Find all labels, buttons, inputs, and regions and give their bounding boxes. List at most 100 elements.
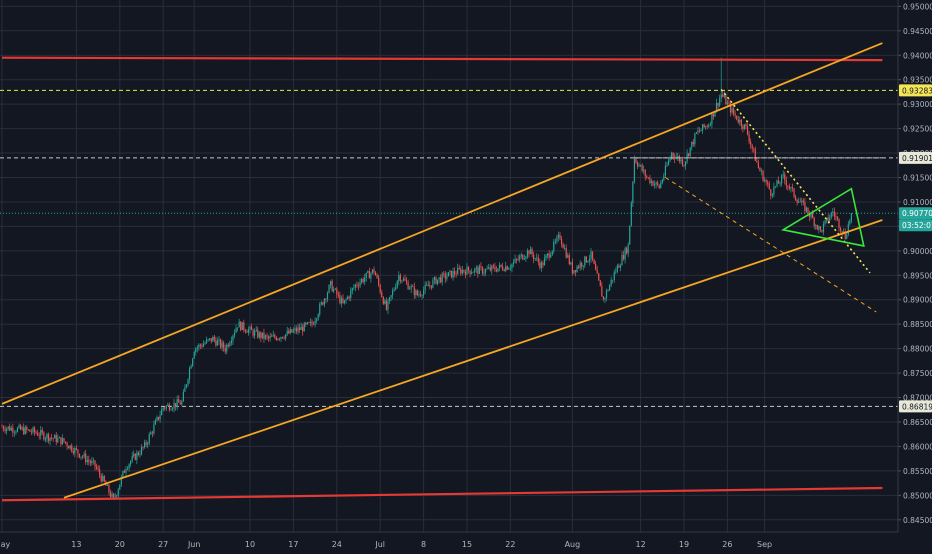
candle-body: [697, 130, 699, 133]
level-badge: [899, 84, 932, 97]
candle-body: [488, 267, 490, 269]
candle-body: [593, 259, 595, 264]
candle-body: [80, 456, 82, 458]
candle-body: [776, 180, 778, 187]
candle-body: [602, 296, 604, 300]
candle-body: [266, 335, 268, 337]
candle-body: [768, 183, 770, 190]
candle-body: [7, 426, 9, 429]
candle-body: [108, 484, 110, 493]
candle-body: [40, 430, 42, 436]
candle-body: [660, 182, 662, 189]
candle-body: [734, 113, 736, 116]
y-tick-label: 0.89500: [903, 271, 932, 280]
trend-lines[interactable]: [1, 42, 883, 502]
candle-body: [770, 189, 772, 196]
x-tick-label: Sep: [757, 540, 772, 549]
candle-body: [68, 446, 70, 449]
candle-body: [1, 426, 3, 428]
candle-body: [795, 196, 797, 200]
candle-body: [779, 183, 781, 184]
lower-support-line[interactable]: [1, 486, 883, 502]
candle-body: [781, 175, 783, 184]
candle-body: [75, 447, 77, 450]
downtrend-dashed-line[interactable]: [665, 177, 877, 313]
candle-body: [116, 495, 118, 497]
candle-body: [454, 271, 456, 275]
y-tick-label: 0.90000: [903, 247, 932, 256]
candle-body: [739, 119, 741, 123]
candle-body: [337, 294, 339, 296]
current-price-badge-label: 0.90770: [902, 209, 932, 218]
candle-body: [161, 409, 163, 416]
candle-body: [430, 285, 432, 288]
candle-body: [471, 272, 473, 274]
candle-body: [472, 272, 474, 273]
candle-body: [688, 153, 690, 157]
candle-body: [587, 261, 589, 263]
candle-body: [33, 427, 36, 433]
candle-body: [559, 234, 561, 239]
candle-body: [663, 175, 665, 180]
candle-body: [712, 113, 715, 117]
candle-body: [717, 102, 719, 106]
candle-body: [35, 432, 37, 434]
candle-body: [677, 156, 679, 158]
candle-body: [485, 269, 487, 273]
candle-body: [750, 141, 752, 145]
candle-body: [638, 165, 640, 167]
candle-body: [653, 184, 656, 186]
candle-body: [520, 254, 522, 257]
candle-body: [463, 269, 465, 272]
candle-body: [829, 217, 831, 221]
candle-body: [71, 445, 73, 452]
candle-body: [114, 496, 116, 498]
candle-body: [410, 286, 412, 289]
price-badges: 0.93283 0.91901 0.86819 0.90770 03:52:01: [899, 84, 932, 413]
candle-body: [24, 427, 26, 434]
channel-lower-line[interactable]: [63, 219, 883, 499]
triangle-pattern[interactable]: [781, 187, 865, 247]
candle-body: [291, 329, 293, 333]
candle-body: [588, 258, 591, 262]
candle-body: [238, 321, 240, 328]
candle-body: [457, 267, 459, 275]
candle-body: [244, 329, 246, 332]
candle-body: [38, 435, 40, 437]
candles: [1, 57, 852, 500]
candle-body: [616, 265, 618, 272]
candle-body: [826, 217, 828, 221]
candle-body: [190, 365, 192, 369]
candle-body: [268, 336, 270, 339]
candle-body: [178, 399, 180, 403]
candle-body: [529, 248, 532, 255]
candle-body: [13, 432, 15, 433]
candle-body: [635, 158, 637, 163]
candle-body: [368, 271, 370, 279]
candle-body: [748, 134, 750, 142]
candle-body: [757, 162, 759, 168]
candle-body: [426, 284, 428, 286]
upper-resistance-line[interactable]: [1, 56, 883, 62]
candle-body: [805, 207, 808, 212]
candle-body: [207, 339, 209, 340]
channel-upper-line[interactable]: [1, 42, 883, 405]
candle-body: [466, 266, 468, 275]
candle-body: [483, 272, 485, 274]
time-axis[interactable]: May 13 20 27 Jun 10 17 24 Jul 8 15 22 Aug 12 19 26 Sep: [0, 531, 898, 549]
candle-body: [847, 223, 849, 235]
candle-body: [258, 332, 260, 338]
candle-body: [700, 130, 702, 132]
candle-body: [230, 340, 232, 344]
candle-body: [725, 95, 727, 105]
candle-body: [257, 329, 259, 338]
candle-body: [343, 299, 346, 304]
candle-body: [168, 404, 170, 411]
candle-body: [681, 159, 684, 166]
candle-body: [348, 296, 350, 299]
candle-body: [655, 182, 657, 185]
candle-body: [519, 256, 521, 260]
candle-body: [615, 271, 617, 273]
